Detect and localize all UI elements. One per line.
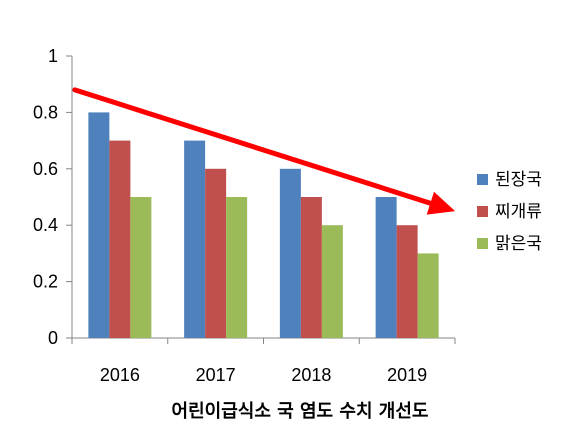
y-tick-label: 0.4	[33, 215, 58, 235]
x-tick-label: 2016	[100, 365, 140, 385]
trend-arrow-head	[426, 191, 456, 215]
legend-swatch	[477, 206, 488, 217]
y-ticks: 0 0.2 0.4 0.6 0.8 1	[33, 46, 72, 348]
bar-2017-series-2	[205, 168, 227, 338]
bar-2019-series-2	[396, 225, 418, 338]
bar-2019-series-1	[375, 197, 397, 338]
bar-2016-series-3	[130, 197, 152, 338]
y-tick-label: 0.2	[33, 272, 58, 292]
bar-2018-series-3	[321, 225, 343, 338]
x-tick-label: 2018	[291, 365, 331, 385]
x-ticks: 2016 2017 2018 2019	[71, 338, 456, 385]
bars	[88, 112, 439, 339]
legend-swatch	[477, 238, 488, 249]
y-tick-label: 0	[48, 328, 58, 348]
legend-swatch	[477, 174, 488, 185]
legend-label: 된장국	[495, 170, 542, 190]
x-axis-title: 어린이급식소 국 염도 수치 개선도	[172, 401, 429, 422]
y-tick-label: 0.6	[33, 159, 58, 179]
y-tick-label: 0.8	[33, 102, 58, 122]
trend-arrow-shaft	[72, 87, 433, 206]
bar-2019-series-3	[417, 253, 439, 338]
x-tick-label: 2019	[387, 365, 427, 385]
bar-2017-series-1	[184, 140, 206, 338]
trend-arrow	[72, 87, 456, 215]
bar-2016-series-2	[109, 140, 131, 338]
legend-label: 찌개류	[495, 202, 542, 222]
x-tick-label: 2017	[196, 365, 236, 385]
bar-2018-series-2	[300, 197, 322, 338]
bar-2017-series-3	[226, 197, 248, 338]
legend-label: 맑은국	[495, 234, 542, 254]
bar-2016-series-1	[88, 112, 110, 339]
y-tick-label: 1	[48, 46, 58, 66]
bar-2018-series-1	[279, 168, 301, 338]
